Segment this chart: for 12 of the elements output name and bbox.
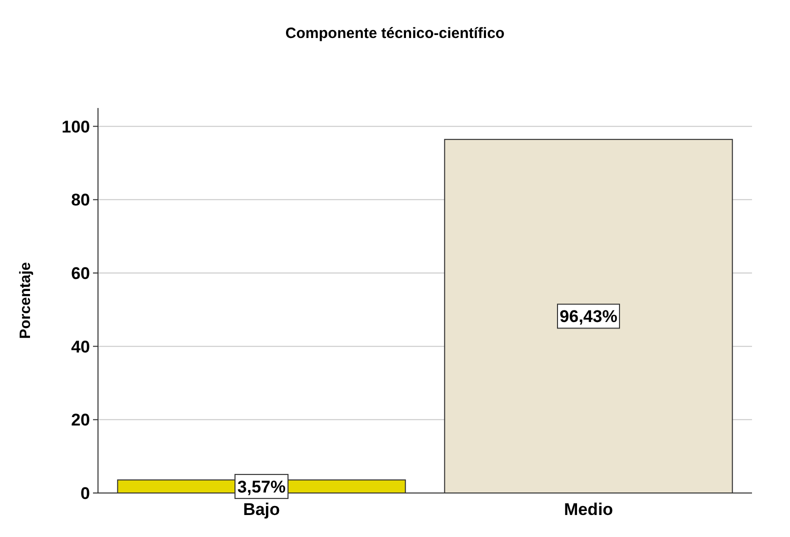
y-tick-label: 20 — [71, 410, 90, 430]
x-tick-label: Bajo — [243, 500, 280, 519]
y-axis-title: Porcentaje — [17, 262, 34, 339]
y-tick-label: 40 — [71, 337, 90, 356]
data-label: 96,43% — [560, 307, 618, 326]
data-label: 3,57% — [237, 477, 286, 496]
y-tick-label: 60 — [71, 264, 90, 283]
y-tick-label: 80 — [71, 190, 90, 210]
chart-title: Componente técnico-científico — [285, 25, 505, 42]
x-tick-label: Medio — [564, 500, 614, 519]
y-tick-label: 0 — [80, 484, 90, 503]
y-tick-label: 100 — [62, 117, 90, 136]
